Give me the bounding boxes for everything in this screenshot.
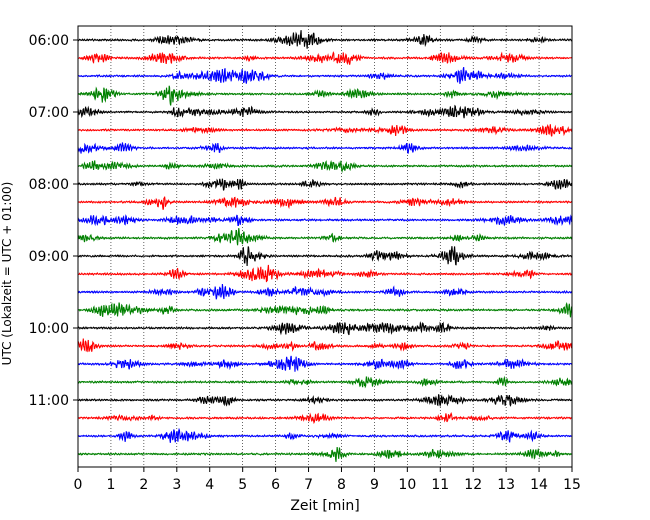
seismogram-trace	[77, 160, 573, 174]
seismogram-trace	[77, 228, 573, 246]
seismogram-trace	[77, 447, 573, 462]
seismogram-trace	[77, 123, 573, 137]
seismogram-trace	[77, 393, 573, 408]
seismogram-trace	[77, 104, 573, 119]
x-tick-label: 13	[497, 477, 515, 493]
x-tick-label: 6	[271, 477, 280, 493]
y-tick-label: 10:00	[29, 321, 69, 337]
seismogram-trace	[77, 321, 573, 336]
y-tick-label: 06:00	[29, 33, 69, 49]
seismogram-trace	[77, 375, 573, 389]
x-tick-label: 15	[563, 477, 581, 493]
seismogram-trace	[77, 412, 573, 425]
x-axis-label: Zeit [min]	[290, 498, 359, 514]
x-tick-label: 4	[205, 477, 214, 493]
seismogram-trace	[77, 264, 573, 283]
seismogram-trace	[77, 67, 573, 84]
y-tick-label: 09:00	[29, 249, 69, 265]
seismogram-trace	[77, 246, 573, 267]
seismogram-trace	[77, 427, 573, 443]
x-tick-label: 8	[337, 477, 346, 493]
y-tick-label: 08:00	[29, 177, 69, 193]
seismogram-trace	[77, 302, 573, 318]
trace-layer	[77, 30, 573, 462]
seismogram-trace	[77, 85, 573, 106]
seismogram-trace	[77, 30, 573, 49]
x-tick-label: 5	[238, 477, 247, 493]
seismogram-trace	[77, 283, 573, 300]
seismogram-trace	[77, 338, 573, 353]
x-axis-ticks: 0 1 2 3 4 5 6 7 8 9 10 11 12 13 14 15	[74, 467, 581, 493]
x-tick-label: 14	[530, 477, 548, 493]
seismogram-trace	[77, 142, 573, 154]
x-tick-label: 1	[106, 477, 115, 493]
x-tick-label: 10	[398, 477, 416, 493]
seismogram-trace	[77, 214, 573, 227]
x-tick-label: 9	[370, 477, 379, 493]
seismogram-trace	[77, 51, 573, 66]
seismogram-trace	[77, 196, 573, 210]
x-tick-label: 12	[464, 477, 482, 493]
x-tick-label: 3	[172, 477, 181, 493]
x-tick-label: 11	[431, 477, 449, 493]
y-axis-label: UTC (Lokalzeit = UTC + 01:00)	[0, 182, 14, 366]
y-tick-label: 11:00	[29, 393, 69, 409]
plot-frame	[77, 25, 573, 468]
x-tick-label: 0	[74, 477, 83, 493]
y-axis-ticks: 06:00 07:00 08:00 09:00 10:00 11:00	[29, 33, 78, 409]
y-tick-label: 07:00	[29, 105, 69, 121]
seismogram-trace	[77, 178, 573, 191]
x-tick-label: 7	[304, 477, 313, 493]
seismogram-trace	[77, 355, 573, 372]
x-tick-label: 2	[139, 477, 148, 493]
